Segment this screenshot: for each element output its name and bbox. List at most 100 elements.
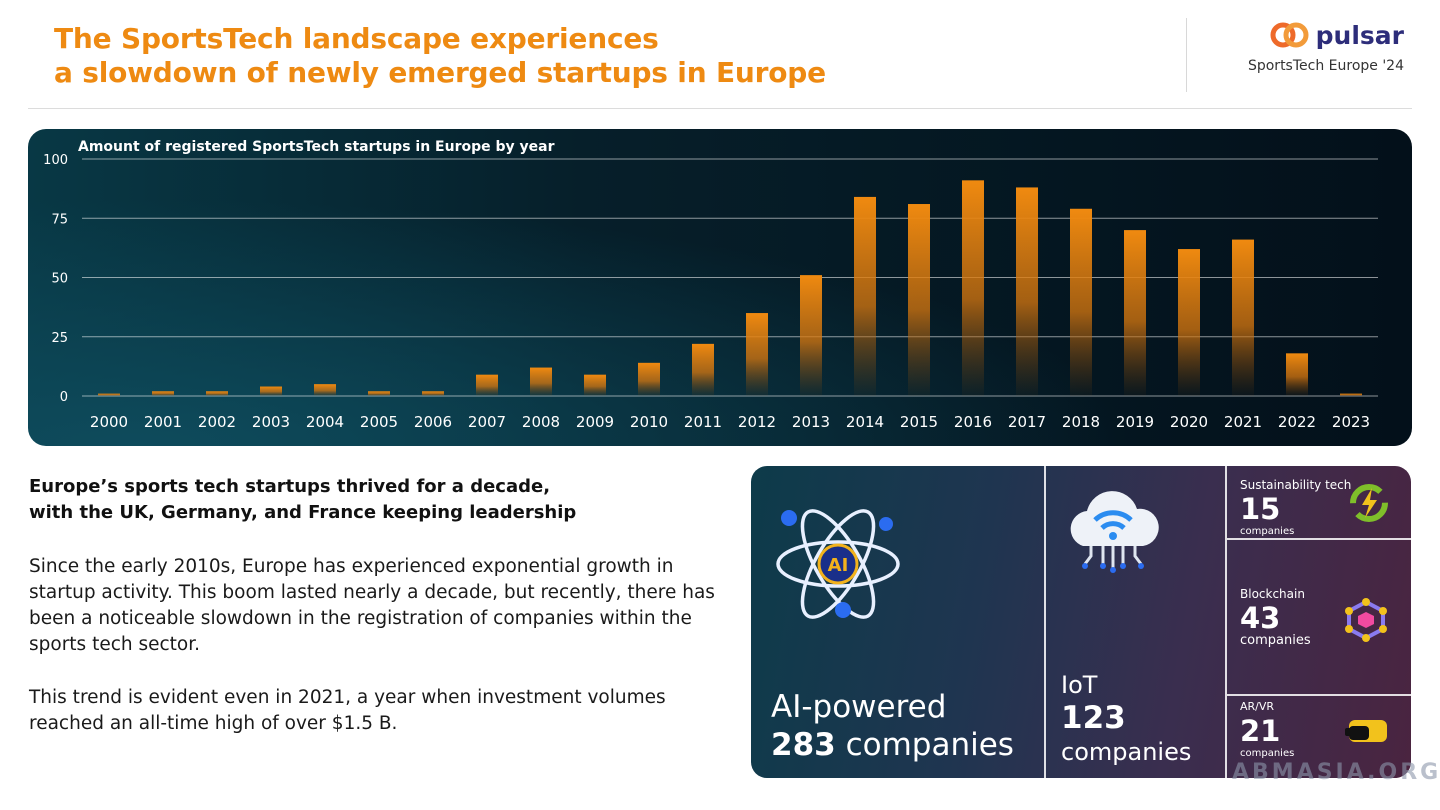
bar-2000 <box>98 393 120 396</box>
ai-icon-text: AI <box>828 555 849 576</box>
body-paragraph-2: This trend is evident even in 2021, a ye… <box>29 687 666 734</box>
x-tick-label: 2012 <box>738 413 776 431</box>
bar-2012 <box>746 313 768 396</box>
watermark: ABMASIA.ORG <box>1232 760 1440 785</box>
bar-2010 <box>638 362 660 396</box>
arvr-count: 21 <box>1240 714 1281 748</box>
y-tick-label: 100 <box>43 153 68 168</box>
brand-block: pulsar SportsTech Europe '24 <box>1184 20 1404 75</box>
vr-headset-icon <box>1345 720 1387 742</box>
ai-label: AI-powered <box>771 689 947 725</box>
y-tick-label: 75 <box>51 212 68 227</box>
sustainability-card: Sustainability tech 15 companies <box>1240 478 1351 538</box>
bar-2015 <box>908 204 930 396</box>
x-tick-label: 2016 <box>954 413 992 431</box>
section-subhead: Europe’s sports tech startups thrived fo… <box>29 474 669 526</box>
ai-card-label: AI-powered 283 companies <box>771 688 1014 764</box>
sustainability-label: Sustainability tech <box>1240 478 1352 492</box>
x-tick-label: 2020 <box>1170 413 1208 431</box>
x-tick-label: 2003 <box>252 413 290 431</box>
bar-2007 <box>476 374 498 396</box>
bar-chart-panel: Amount of registered SportsTech startups… <box>28 129 1412 446</box>
blockchain-unit: companies <box>1240 633 1311 648</box>
y-tick-label: 50 <box>51 272 68 287</box>
x-tick-label: 2017 <box>1008 413 1046 431</box>
cube-network-icon <box>1345 598 1387 642</box>
bar-2003 <box>260 386 282 396</box>
arvr-unit: companies <box>1240 748 1295 759</box>
bar-2019 <box>1124 230 1146 396</box>
iot-card-label: IoT 123 companies <box>1061 670 1191 768</box>
bar-2023 <box>1340 393 1362 396</box>
y-tick-label: 25 <box>51 331 68 346</box>
bar-2009 <box>584 374 606 396</box>
iot-count: 123 <box>1061 700 1126 736</box>
x-tick-label: 2002 <box>198 413 236 431</box>
bar-2022 <box>1286 353 1308 396</box>
card-divider-3 <box>1227 538 1411 540</box>
x-tick-label: 2006 <box>414 413 452 431</box>
subhead-line-1: Europe’s sports tech startups thrived fo… <box>29 476 551 497</box>
brand-subtitle: SportsTech Europe '24 <box>1247 58 1404 74</box>
bar-2005 <box>368 391 390 396</box>
bar-2011 <box>692 343 714 396</box>
iot-label: IoT <box>1061 671 1098 699</box>
bar-2004 <box>314 384 336 396</box>
card-divider-1 <box>1044 466 1046 778</box>
bar-2017 <box>1016 187 1038 396</box>
bar-2013 <box>800 275 822 396</box>
x-tick-label: 2022 <box>1278 413 1316 431</box>
cloud-wifi-icon <box>1070 491 1159 573</box>
y-tick-label: 0 <box>60 390 68 405</box>
bar-2008 <box>530 367 552 396</box>
bar-2006 <box>422 391 444 396</box>
x-tick-label: 2023 <box>1332 413 1370 431</box>
brand-name: pulsar <box>1315 20 1404 50</box>
x-tick-label: 2019 <box>1116 413 1154 431</box>
subhead-line-2: with the UK, Germany, and France keeping… <box>29 502 577 523</box>
arvr-card: AR/VR 21 companies <box>1240 700 1294 760</box>
card-divider-4 <box>1227 694 1411 696</box>
header-rule <box>28 108 1412 109</box>
blockchain-label: Blockchain <box>1240 587 1305 601</box>
x-tick-label: 2000 <box>90 413 128 431</box>
ai-unit: companies <box>845 727 1014 763</box>
arvr-label: AR/VR <box>1240 700 1275 713</box>
x-tick-label: 2010 <box>630 413 668 431</box>
bar-2002 <box>206 391 228 396</box>
x-tick-label: 2004 <box>306 413 344 431</box>
x-tick-label: 2005 <box>360 413 398 431</box>
x-tick-label: 2011 <box>684 413 722 431</box>
bar-chart: Amount of registered SportsTech startups… <box>43 139 1378 431</box>
page-title-line-2: a slowdown of newly emerged startups in … <box>54 56 826 89</box>
atom-ai-icon: AI <box>776 509 900 619</box>
x-tick-label: 2015 <box>900 413 938 431</box>
page-title-line-1: The SportsTech landscape experiences <box>54 22 659 55</box>
blockchain-count: 43 <box>1240 601 1281 635</box>
pulsar-logo-icon <box>1270 22 1309 48</box>
header-divider <box>1186 18 1187 92</box>
x-tick-label: 2008 <box>522 413 560 431</box>
category-cards: AI AI-powered 283 companies IoT 123 comp… <box>751 466 1411 778</box>
bar-2018 <box>1070 208 1092 396</box>
body-paragraph-1: Since the early 2010s, Europe has experi… <box>29 556 715 655</box>
x-tick-label: 2009 <box>576 413 614 431</box>
blockchain-card: Blockchain 43 companies <box>1240 587 1311 647</box>
x-tick-label: 2014 <box>846 413 884 431</box>
x-tick-label: 2013 <box>792 413 830 431</box>
sustainability-count: 15 <box>1240 492 1281 526</box>
x-tick-label: 2007 <box>468 413 506 431</box>
chart-title: Amount of registered SportsTech startups… <box>78 139 555 155</box>
sustainability-unit: companies <box>1240 526 1295 537</box>
x-tick-label: 2018 <box>1062 413 1100 431</box>
card-divider-2 <box>1225 466 1227 778</box>
bar-2014 <box>854 196 876 396</box>
bar-2020 <box>1178 249 1200 396</box>
bar-2021 <box>1232 239 1254 396</box>
iot-unit: companies <box>1061 738 1192 766</box>
x-tick-label: 2001 <box>144 413 182 431</box>
recycle-bolt-icon <box>1350 484 1388 522</box>
x-tick-label: 2021 <box>1224 413 1262 431</box>
ai-count: 283 <box>771 727 836 763</box>
page-title: The SportsTech landscape experiences a s… <box>54 22 826 90</box>
